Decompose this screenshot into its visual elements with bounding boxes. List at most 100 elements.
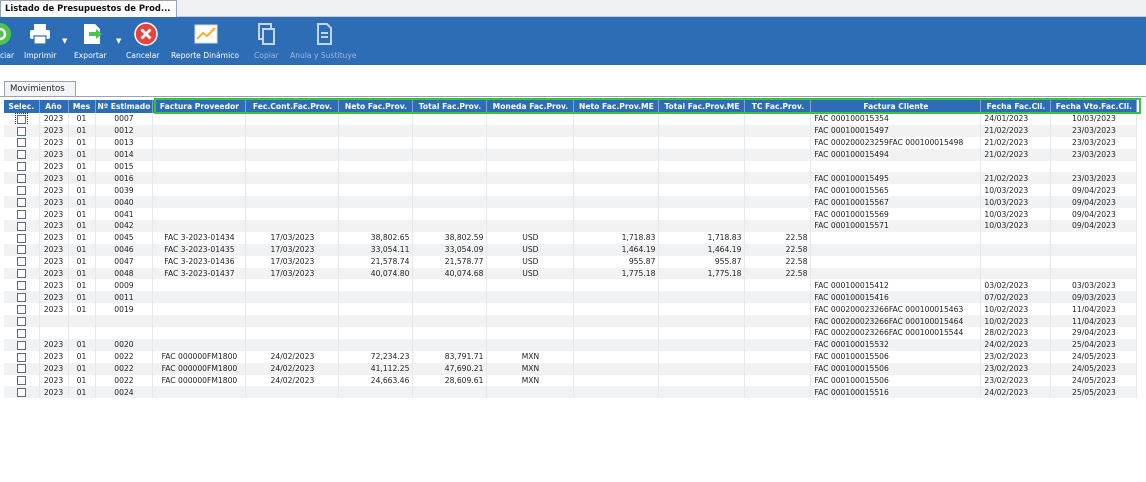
select-checkbox[interactable] xyxy=(16,209,26,219)
select-checkbox[interactable] xyxy=(16,269,26,279)
select-checkbox[interactable] xyxy=(16,245,26,255)
cell-select[interactable] xyxy=(4,267,40,280)
column-header-customer-invoice-date[interactable]: Fecha Fac.Cli. xyxy=(980,100,1052,113)
select-checkbox[interactable] xyxy=(16,281,26,291)
table-row[interactable]: 2023 01 0020 FAC 000100015532 24/02/2023 25/0… xyxy=(4,338,1138,351)
cell-select[interactable] xyxy=(4,243,40,256)
table-row[interactable]: 2023 01 0019 FAC 000200023266FAC 0001000154… xyxy=(4,303,1138,316)
table-row[interactable]: 2023 01 0042 FAC 000100015571 10/03/2023 09/0… xyxy=(4,220,1138,232)
select-checkbox[interactable] xyxy=(16,304,26,314)
select-checkbox[interactable] xyxy=(16,328,26,338)
table-row[interactable]: 2023 01 0011 FAC 000100015416 07/02/2023 09/0… xyxy=(4,291,1138,304)
cell-select[interactable] xyxy=(4,148,40,161)
cell-select[interactable] xyxy=(4,315,40,328)
column-header-year[interactable]: Año xyxy=(39,100,69,113)
select-checkbox[interactable] xyxy=(16,162,26,172)
select-checkbox[interactable] xyxy=(16,186,26,196)
select-checkbox[interactable] xyxy=(16,388,26,398)
column-header-supplier-net[interactable]: Neto Fac.Prov. xyxy=(338,100,414,113)
export-button[interactable]: ▼ Exportar xyxy=(74,17,122,65)
table-row[interactable]: 2023 01 0024 FAC 000100015516 24/02/2023 25/0… xyxy=(4,386,1138,399)
cell-select[interactable] xyxy=(4,279,40,292)
cell-select[interactable] xyxy=(4,362,40,375)
select-checkbox[interactable] xyxy=(16,150,26,160)
select-checkbox[interactable] xyxy=(16,221,26,231)
table-row[interactable]: 2023 01 0041 FAC 000100015569 10/03/2023 09/0… xyxy=(4,208,1138,221)
cell-select[interactable] xyxy=(4,255,40,268)
table-row[interactable]: 2023 01 0045 FAC 3-2023-01434 17/03/2023 38,8… xyxy=(4,231,1138,244)
cell-select[interactable] xyxy=(4,338,40,351)
table-row[interactable]: 2023 01 0040 FAC 000100015567 10/03/2023 09/0… xyxy=(4,196,1138,209)
select-checkbox[interactable] xyxy=(16,376,26,386)
cell-select[interactable] xyxy=(4,386,40,399)
cancel-button[interactable]: Cancelar xyxy=(126,17,166,65)
select-checkbox[interactable] xyxy=(16,257,26,267)
export-dropdown-icon[interactable]: ▼ xyxy=(116,37,122,45)
cell-select[interactable] xyxy=(4,196,40,209)
cell-select[interactable] xyxy=(4,327,40,339)
table-row[interactable]: FAC 000200023266FAC 000100015464 10/02/20… xyxy=(4,315,1138,328)
table-row[interactable]: 2023 01 0016 FAC 000100015495 21/02/2023 23/0… xyxy=(4,172,1138,185)
table-row[interactable]: FAC 000200023266FAC 000100015544 28/02/20… xyxy=(4,327,1138,339)
column-header-customer-invoice-due-date[interactable]: Fecha Vto.Fac.Cli. xyxy=(1050,100,1138,113)
table-row[interactable]: 2023 01 0022 FAC 000000FM1800 24/02/2023 41,1… xyxy=(4,362,1138,375)
cell-select[interactable] xyxy=(4,303,40,316)
select-checkbox[interactable] xyxy=(14,113,28,125)
select-checkbox[interactable] xyxy=(16,364,26,374)
table-row[interactable]: 2023 01 0047 FAC 3-2023-01436 17/03/2023 21,5… xyxy=(4,255,1138,268)
cell-select[interactable] xyxy=(4,231,40,244)
table-row[interactable]: 2023 01 0009 FAC 000100015412 03/02/2023 03/0… xyxy=(4,279,1138,292)
select-checkbox[interactable] xyxy=(16,174,26,184)
refresh-button[interactable]: ciar xyxy=(0,17,18,65)
table-row[interactable]: 2023 01 0015 xyxy=(4,160,1138,173)
table-row[interactable]: 2023 01 0012 FAC 000100015497 21/02/2023 23/0… xyxy=(4,124,1138,137)
cell-select[interactable] xyxy=(4,172,40,185)
column-header-supplier-total[interactable]: Total Fac.Prov. xyxy=(412,100,488,113)
select-checkbox[interactable] xyxy=(16,293,26,303)
column-header-supplier-currency[interactable]: Moneda Fac.Prov. xyxy=(486,100,575,113)
table-row[interactable]: 2023 01 0039 FAC 000100015565 10/03/2023 09/0… xyxy=(4,184,1138,197)
cell-select[interactable] xyxy=(4,136,40,149)
column-header-supplier-invoice-date[interactable]: Fec.Cont.Fac.Prov. xyxy=(245,100,340,113)
table-row[interactable]: 2023 01 0022 FAC 000000FM1800 24/02/2023 24,6… xyxy=(4,374,1138,387)
table-row[interactable]: 2023 01 0007 FAC 000100015354 24/01/2023 10/0… xyxy=(4,113,1138,125)
print-button[interactable]: ▼ Imprimir xyxy=(24,17,68,65)
column-header-exchange-rate[interactable]: TC Fac.Prov. xyxy=(744,100,812,113)
table-row[interactable]: 2023 01 0048 FAC 3-2023-01437 17/03/2023 40,0… xyxy=(4,267,1138,280)
select-checkbox[interactable] xyxy=(16,126,26,136)
cell-select[interactable] xyxy=(4,124,40,137)
column-header-month[interactable]: Mes xyxy=(68,100,96,113)
cell-select[interactable] xyxy=(4,374,40,387)
window-tab-title[interactable]: Listado de Presupuestos de Prod... xyxy=(0,0,178,17)
dynamic-report-button[interactable]: Reporte Dinámico xyxy=(171,17,243,65)
select-checkbox[interactable] xyxy=(16,340,26,350)
select-checkbox[interactable] xyxy=(16,233,26,243)
replace-button[interactable]: Anula y Sustituye xyxy=(290,17,362,65)
cell-select[interactable] xyxy=(4,184,40,197)
table-row[interactable]: 2023 01 0014 FAC 000100015494 21/02/2023 23/0… xyxy=(4,148,1138,161)
cell-supplier-invoice xyxy=(152,208,247,221)
column-header-select[interactable]: Selec. xyxy=(4,100,40,113)
column-header-supplier-total-me[interactable]: Total Fac.Prov.ME xyxy=(658,100,746,113)
select-checkbox[interactable] xyxy=(16,352,26,362)
select-checkbox[interactable] xyxy=(16,197,26,207)
table-row[interactable]: 2023 01 0022 FAC 000000FM1800 24/02/2023 72,2… xyxy=(4,350,1138,363)
column-header-supplier-net-me[interactable]: Neto Fac.Prov.ME xyxy=(573,100,660,113)
copy-button[interactable]: Copiar xyxy=(250,17,282,65)
cell-estimate-number: 0011 xyxy=(95,291,154,304)
cell-select[interactable] xyxy=(4,160,40,173)
column-header-supplier-invoice[interactable]: Factura Proveedor xyxy=(152,100,247,113)
select-checkbox[interactable] xyxy=(16,138,26,148)
table-row[interactable]: 2023 01 0046 FAC 3-2023-01435 17/03/2023 33,0… xyxy=(4,243,1138,256)
select-checkbox[interactable] xyxy=(16,316,26,326)
column-header-estimate-number[interactable]: Nº Estimado xyxy=(95,100,154,113)
print-dropdown-icon[interactable]: ▼ xyxy=(62,37,68,45)
cell-select[interactable] xyxy=(4,220,40,232)
cell-select[interactable] xyxy=(4,113,40,125)
tab-movimientos[interactable]: Movimientos xyxy=(4,81,76,96)
cell-select[interactable] xyxy=(4,350,40,363)
cell-select[interactable] xyxy=(4,208,40,221)
cell-select[interactable] xyxy=(4,291,40,304)
column-header-customer-invoice[interactable]: Factura Cliente xyxy=(810,100,982,113)
table-row[interactable]: 2023 01 0013 FAC 000200023259FAC 0001000154… xyxy=(4,136,1138,149)
